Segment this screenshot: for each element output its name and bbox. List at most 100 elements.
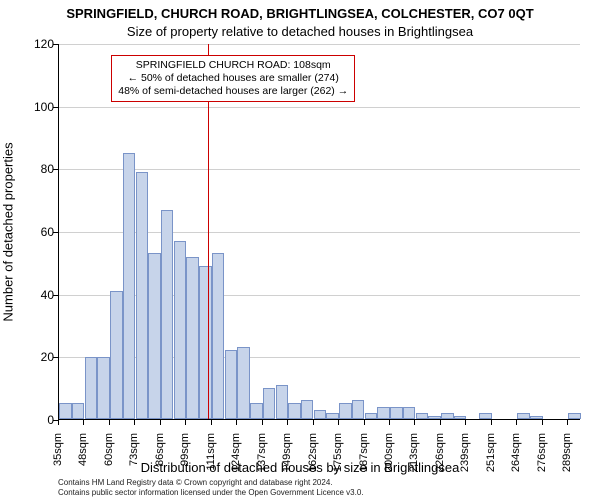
histogram-bar bbox=[441, 413, 453, 419]
x-tick-mark bbox=[58, 420, 59, 425]
histogram-bar bbox=[199, 266, 211, 419]
y-tick-mark bbox=[53, 357, 58, 358]
x-tick-label: 48sqm bbox=[77, 433, 89, 483]
x-tick-mark bbox=[160, 420, 161, 425]
y-tick-mark bbox=[53, 295, 58, 296]
histogram-bar bbox=[454, 416, 466, 419]
x-tick-label: 124sqm bbox=[230, 433, 242, 483]
histogram-bar bbox=[276, 385, 288, 419]
annotation-line: SPRINGFIELD CHURCH ROAD: 108sqm bbox=[118, 59, 348, 72]
x-tick-label: 137sqm bbox=[256, 433, 268, 483]
x-tick-label: 187sqm bbox=[358, 433, 370, 483]
y-tick-mark bbox=[53, 232, 58, 233]
y-tick-label: 0 bbox=[14, 413, 54, 427]
x-tick-label: 111sqm bbox=[205, 433, 217, 483]
x-tick-label: 99sqm bbox=[179, 433, 191, 483]
x-tick-mark bbox=[185, 420, 186, 425]
x-axis-label: Distribution of detached houses by size … bbox=[0, 460, 600, 475]
histogram-bar bbox=[314, 410, 326, 419]
y-tick-label: 80 bbox=[14, 162, 54, 176]
chart-title-address: SPRINGFIELD, CHURCH ROAD, BRIGHTLINGSEA,… bbox=[0, 6, 600, 21]
x-tick-label: 226sqm bbox=[434, 433, 446, 483]
histogram-bar bbox=[479, 413, 491, 419]
x-tick-mark bbox=[134, 420, 135, 425]
histogram-bar bbox=[59, 403, 71, 419]
y-tick-label: 100 bbox=[14, 100, 54, 114]
y-tick-label: 120 bbox=[14, 37, 54, 51]
histogram-bar bbox=[288, 403, 300, 419]
histogram-bar bbox=[403, 407, 415, 420]
x-tick-mark bbox=[109, 420, 110, 425]
x-tick-label: 86sqm bbox=[154, 433, 166, 483]
histogram-bar bbox=[225, 350, 237, 419]
x-tick-mark bbox=[83, 420, 84, 425]
x-tick-mark bbox=[567, 420, 568, 425]
y-tick-label: 40 bbox=[14, 288, 54, 302]
x-tick-label: 239sqm bbox=[459, 433, 471, 483]
x-tick-label: 162sqm bbox=[307, 433, 319, 483]
histogram-bar bbox=[161, 210, 173, 419]
x-tick-label: 149sqm bbox=[281, 433, 293, 483]
annotation-box: SPRINGFIELD CHURCH ROAD: 108sqm← 50% of … bbox=[111, 55, 355, 102]
gridline bbox=[59, 169, 580, 170]
x-tick-label: 73sqm bbox=[128, 433, 140, 483]
y-tick-mark bbox=[53, 107, 58, 108]
histogram-bar bbox=[428, 416, 440, 419]
x-tick-label: 35sqm bbox=[52, 433, 64, 483]
histogram-bar bbox=[301, 400, 313, 419]
x-tick-label: 251sqm bbox=[485, 433, 497, 483]
x-tick-mark bbox=[364, 420, 365, 425]
x-tick-mark bbox=[338, 420, 339, 425]
x-tick-label: 264sqm bbox=[510, 433, 522, 483]
histogram-bar bbox=[186, 257, 198, 420]
x-tick-mark bbox=[491, 420, 492, 425]
histogram-bar bbox=[326, 413, 338, 419]
x-tick-mark bbox=[287, 420, 288, 425]
histogram-bar bbox=[568, 413, 580, 419]
histogram-bar bbox=[85, 357, 97, 420]
histogram-bar bbox=[72, 403, 84, 419]
histogram-bar bbox=[352, 400, 364, 419]
histogram-bar bbox=[530, 416, 542, 419]
chart-subtitle: Size of property relative to detached ho… bbox=[0, 24, 600, 39]
x-tick-mark bbox=[440, 420, 441, 425]
x-tick-mark bbox=[465, 420, 466, 425]
histogram-bar bbox=[377, 407, 389, 420]
histogram-bar bbox=[237, 347, 249, 419]
histogram-bar bbox=[174, 241, 186, 419]
y-tick-label: 20 bbox=[14, 350, 54, 364]
annotation-line: ← 50% of detached houses are smaller (27… bbox=[118, 72, 348, 85]
x-tick-mark bbox=[542, 420, 543, 425]
y-tick-label: 60 bbox=[14, 225, 54, 239]
histogram-bar bbox=[123, 153, 135, 419]
x-tick-mark bbox=[262, 420, 263, 425]
y-tick-mark bbox=[53, 169, 58, 170]
x-tick-mark bbox=[389, 420, 390, 425]
histogram-bar bbox=[148, 253, 160, 419]
gridline bbox=[59, 44, 580, 45]
chart-container: SPRINGFIELD, CHURCH ROAD, BRIGHTLINGSEA,… bbox=[0, 0, 600, 500]
plot-area: SPRINGFIELD CHURCH ROAD: 108sqm← 50% of … bbox=[58, 44, 580, 420]
histogram-bar bbox=[97, 357, 109, 420]
x-tick-mark bbox=[516, 420, 517, 425]
histogram-bar bbox=[110, 291, 122, 419]
x-tick-label: 289sqm bbox=[561, 433, 573, 483]
x-tick-mark bbox=[414, 420, 415, 425]
x-tick-mark bbox=[236, 420, 237, 425]
x-tick-label: 60sqm bbox=[103, 433, 115, 483]
y-tick-mark bbox=[53, 44, 58, 45]
x-tick-label: 276sqm bbox=[536, 433, 548, 483]
histogram-bar bbox=[517, 413, 529, 419]
footer-line2: Contains public sector information licen… bbox=[58, 488, 364, 498]
histogram-bar bbox=[390, 407, 402, 420]
x-tick-mark bbox=[211, 420, 212, 425]
histogram-bar bbox=[250, 403, 262, 419]
x-tick-label: 200sqm bbox=[383, 433, 395, 483]
histogram-bar bbox=[136, 172, 148, 419]
histogram-bar bbox=[339, 403, 351, 419]
gridline bbox=[59, 107, 580, 108]
histogram-bar bbox=[365, 413, 377, 419]
annotation-line: 48% of semi-detached houses are larger (… bbox=[118, 85, 348, 98]
histogram-bar bbox=[263, 388, 275, 419]
histogram-bar bbox=[212, 253, 224, 419]
